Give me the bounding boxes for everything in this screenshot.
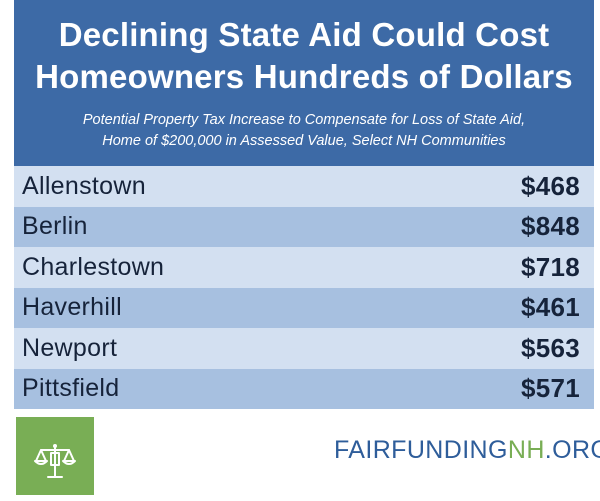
tax-increase-value: $468 <box>520 170 580 201</box>
site-part-nh: NH <box>507 436 545 464</box>
logo <box>16 417 94 495</box>
community-name: Berlin <box>22 212 88 241</box>
tax-increase-value: $718 <box>520 251 580 282</box>
title-line-2: Homeowners Hundreds of Dollars <box>35 58 573 95</box>
community-name: Allenstown <box>22 171 146 200</box>
page-title: Declining State Aid Could Cost Homeowner… <box>14 14 594 98</box>
tax-increase-table: Allenstown $468 Berlin $848 Charlestown $718 H… <box>14 166 594 409</box>
tax-increase-value: $848 <box>520 211 580 242</box>
community-name: Pittsfield <box>22 374 120 403</box>
subtitle-line-1: Potential Property Tax Increase to Compe… <box>82 112 526 128</box>
subtitle-line-2: Home of $200,000 in Assessed Value, Sele… <box>102 133 506 149</box>
scales-of-justice-icon <box>34 444 76 478</box>
community-name: Haverhill <box>22 293 122 322</box>
page-subtitle: Potential Property Tax Increase to Compe… <box>14 110 594 152</box>
site-part-org: .ORG <box>544 436 600 464</box>
site-part-fairfunding: FAIRFUNDING <box>334 436 508 464</box>
table-row: Newport $563 <box>14 328 594 369</box>
table-row: Haverhill $461 <box>14 287 594 328</box>
community-name: Newport <box>22 333 118 362</box>
table-row: Pittsfield $571 <box>14 368 594 409</box>
table-row: Charlestown $718 <box>14 247 594 288</box>
header-banner: Declining State Aid Could Cost Homeowner… <box>14 0 594 166</box>
tax-increase-value: $563 <box>520 332 580 363</box>
title-line-1: Declining State Aid Could Cost <box>58 16 550 53</box>
table-row: Berlin $848 <box>14 206 594 247</box>
tax-increase-value: $571 <box>520 373 580 404</box>
website-link[interactable]: FAIRFUNDINGNH.ORG <box>334 436 600 465</box>
community-name: Charlestown <box>22 252 165 281</box>
table-row: Allenstown $468 <box>14 166 594 207</box>
tax-increase-value: $461 <box>520 292 580 323</box>
